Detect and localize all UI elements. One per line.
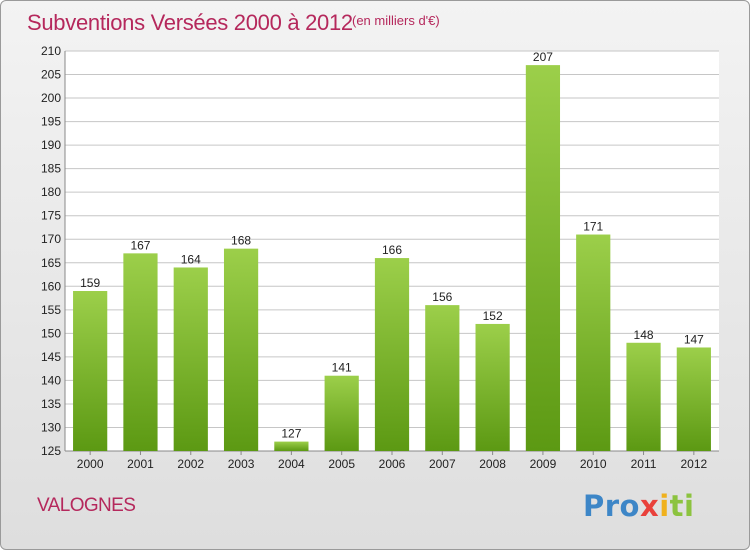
y-tick-label: 140 <box>41 373 61 387</box>
bar-2011 <box>626 342 661 451</box>
bar-2006 <box>374 258 410 451</box>
x-tick-label-2000: 2000 <box>77 457 104 471</box>
y-axis-ticks: 125 130 135 140 145 150 155 160 165 170 175 180 185 1… <box>41 44 61 458</box>
data-label-2000: 159 <box>80 276 100 290</box>
commune-name: VALOGNES <box>37 495 136 516</box>
data-labels: 159 167 164 168 127 141 166 156 152 207 171 148 147 <box>80 50 704 440</box>
x-tick-label-2007: 2007 <box>429 457 456 471</box>
data-label-2010: 171 <box>583 220 603 234</box>
data-label-2004: 127 <box>281 427 301 441</box>
data-label-2012: 147 <box>684 332 704 346</box>
y-tick-label: 190 <box>41 138 61 152</box>
y-tick-label: 180 <box>41 185 61 199</box>
bar-2004 <box>274 441 309 451</box>
y-tick-label: 185 <box>41 162 61 176</box>
bar-2003 <box>223 248 259 451</box>
x-tick-label-2001: 2001 <box>127 457 154 471</box>
y-tick-label: 195 <box>41 115 61 129</box>
y-tick-label: 125 <box>41 444 61 458</box>
bar-2001 <box>123 253 158 451</box>
x-tick-label-2009: 2009 <box>530 457 557 471</box>
bar-2005 <box>324 375 359 451</box>
bar-2010 <box>576 234 611 451</box>
x-tick-label-2012: 2012 <box>680 457 707 471</box>
y-tick-label: 150 <box>41 326 61 340</box>
y-tick-label: 130 <box>41 420 61 434</box>
data-label-2003: 168 <box>231 234 251 248</box>
data-label-2007: 156 <box>432 290 452 304</box>
bar-2007 <box>425 305 460 451</box>
data-label-2011: 148 <box>634 328 654 342</box>
x-tick-label-2002: 2002 <box>177 457 204 471</box>
y-tick-label: 165 <box>41 256 61 270</box>
y-tick-label: 135 <box>41 397 61 411</box>
chart-subtitle: (en milliers d'€) <box>352 13 440 28</box>
data-label-2008: 152 <box>483 309 503 323</box>
y-tick-label: 210 <box>41 44 61 58</box>
bar-2002 <box>173 267 208 451</box>
bar-2000 <box>73 291 108 451</box>
data-label-2005: 141 <box>332 361 352 375</box>
x-tick-label-2004: 2004 <box>278 457 305 471</box>
data-label-2002: 164 <box>181 252 201 266</box>
x-tick-label-2003: 2003 <box>228 457 255 471</box>
y-tick-label: 160 <box>41 279 61 293</box>
x-tick-label-2011: 2011 <box>631 457 657 471</box>
y-tick-label: 200 <box>41 91 61 105</box>
data-label-2006: 166 <box>382 243 402 257</box>
bars <box>73 65 711 451</box>
y-tick-label: 145 <box>41 350 61 364</box>
y-tick-label: 205 <box>41 68 61 82</box>
data-label-2009: 207 <box>533 50 553 64</box>
x-axis-ticks: 2000 2001 2002 2003 2004 2005 2006 2007 2008 2009… <box>77 451 708 471</box>
bar-2008 <box>475 323 510 451</box>
x-tick-label-2008: 2008 <box>479 457 506 471</box>
y-tick-label: 175 <box>41 209 61 223</box>
bar-2012 <box>676 347 711 451</box>
y-tick-label: 170 <box>41 232 61 246</box>
x-tick-label-2005: 2005 <box>328 457 355 471</box>
data-label-2001: 167 <box>130 238 150 252</box>
x-tick-label-2010: 2010 <box>580 457 607 471</box>
y-tick-label: 155 <box>41 303 61 317</box>
x-tick-label-2006: 2006 <box>379 457 406 471</box>
bar-2009 <box>525 65 561 451</box>
proxiti-logo: Proxiti <box>583 489 695 523</box>
chart-title: Subventions Versées 2000 à 2012 <box>27 10 353 35</box>
